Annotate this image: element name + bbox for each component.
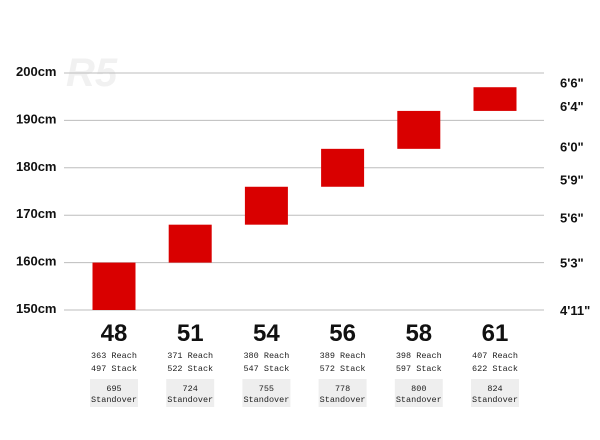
size-label: 58 xyxy=(405,320,432,347)
standover-label: Standover xyxy=(396,395,442,405)
size-label: 56 xyxy=(329,320,356,347)
y-tick-label-right: 5'9" xyxy=(560,173,584,188)
standover-value: 724 xyxy=(183,384,198,394)
y-tick-label-right: 5'3" xyxy=(560,256,584,271)
size-label: 54 xyxy=(253,320,280,347)
standover-box xyxy=(166,379,215,407)
reach-value: 407 Reach xyxy=(472,351,518,361)
standover-box xyxy=(318,379,367,407)
standover-label: Standover xyxy=(91,395,137,405)
left-axis-cm: 150cm 160cm 170cm 180cm 190cm 200cm xyxy=(16,64,56,316)
y-tick-label-right: 5'6" xyxy=(560,211,584,226)
y-tick-label-left: 190cm xyxy=(16,111,56,126)
size-label: 48 xyxy=(101,320,128,347)
frame-size-labels: 48 51 54 56 58 61 xyxy=(101,320,509,347)
standover-label: Standover xyxy=(243,395,289,405)
standover-value: 778 xyxy=(335,384,350,394)
standover-box xyxy=(394,379,443,407)
standover-value: 800 xyxy=(411,384,426,394)
right-axis-feet-inches: 4'11" 5'3" 5'6" 5'9" 6'0" 6'4" 6'6" xyxy=(560,75,590,318)
range-bar-48 xyxy=(92,262,136,310)
stack-value: 622 Stack xyxy=(472,364,518,374)
reach-value: 389 Reach xyxy=(320,351,366,361)
range-bar-58 xyxy=(397,110,441,149)
range-bar-54 xyxy=(244,186,288,225)
stack-value: 597 Stack xyxy=(396,364,442,374)
size-label: 61 xyxy=(482,320,509,347)
reach-value: 380 Reach xyxy=(243,351,289,361)
gridlines xyxy=(64,72,544,311)
stack-value: 497 Stack xyxy=(91,364,137,374)
standover-value: 824 xyxy=(487,384,502,394)
reach-value: 398 Reach xyxy=(396,351,442,361)
y-tick-label-right: 6'0" xyxy=(560,139,584,154)
y-tick-label-left: 200cm xyxy=(16,64,56,79)
stack-value: 547 Stack xyxy=(243,364,289,374)
y-tick-label-left: 160cm xyxy=(16,254,56,269)
y-tick-label-left: 180cm xyxy=(16,159,56,174)
y-tick-label-left: 150cm xyxy=(16,301,56,316)
range-bar-56 xyxy=(321,148,365,187)
standover-value: 695 xyxy=(106,384,121,394)
standover-label: Standover xyxy=(167,395,213,405)
y-tick-label-right: 6'6" xyxy=(560,75,584,90)
standover-box xyxy=(90,379,138,407)
reach-value: 363 Reach xyxy=(91,351,137,361)
standover-box xyxy=(471,379,519,407)
standover-box xyxy=(242,379,291,407)
stack-value: 572 Stack xyxy=(320,364,366,374)
y-tick-label-right: 4'11" xyxy=(560,303,590,318)
size-range-bars xyxy=(92,87,517,310)
standover-label: Standover xyxy=(472,395,518,405)
stack-value: 522 Stack xyxy=(167,364,213,374)
y-tick-label-right: 6'4" xyxy=(560,99,584,114)
range-bar-61 xyxy=(473,87,517,111)
standover-value: 755 xyxy=(259,384,274,394)
range-bar-51 xyxy=(168,224,212,263)
size-label: 51 xyxy=(177,320,204,347)
standover-label: Standover xyxy=(320,395,366,405)
y-tick-label-left: 170cm xyxy=(16,206,56,221)
reach-value: 371 Reach xyxy=(167,351,213,361)
